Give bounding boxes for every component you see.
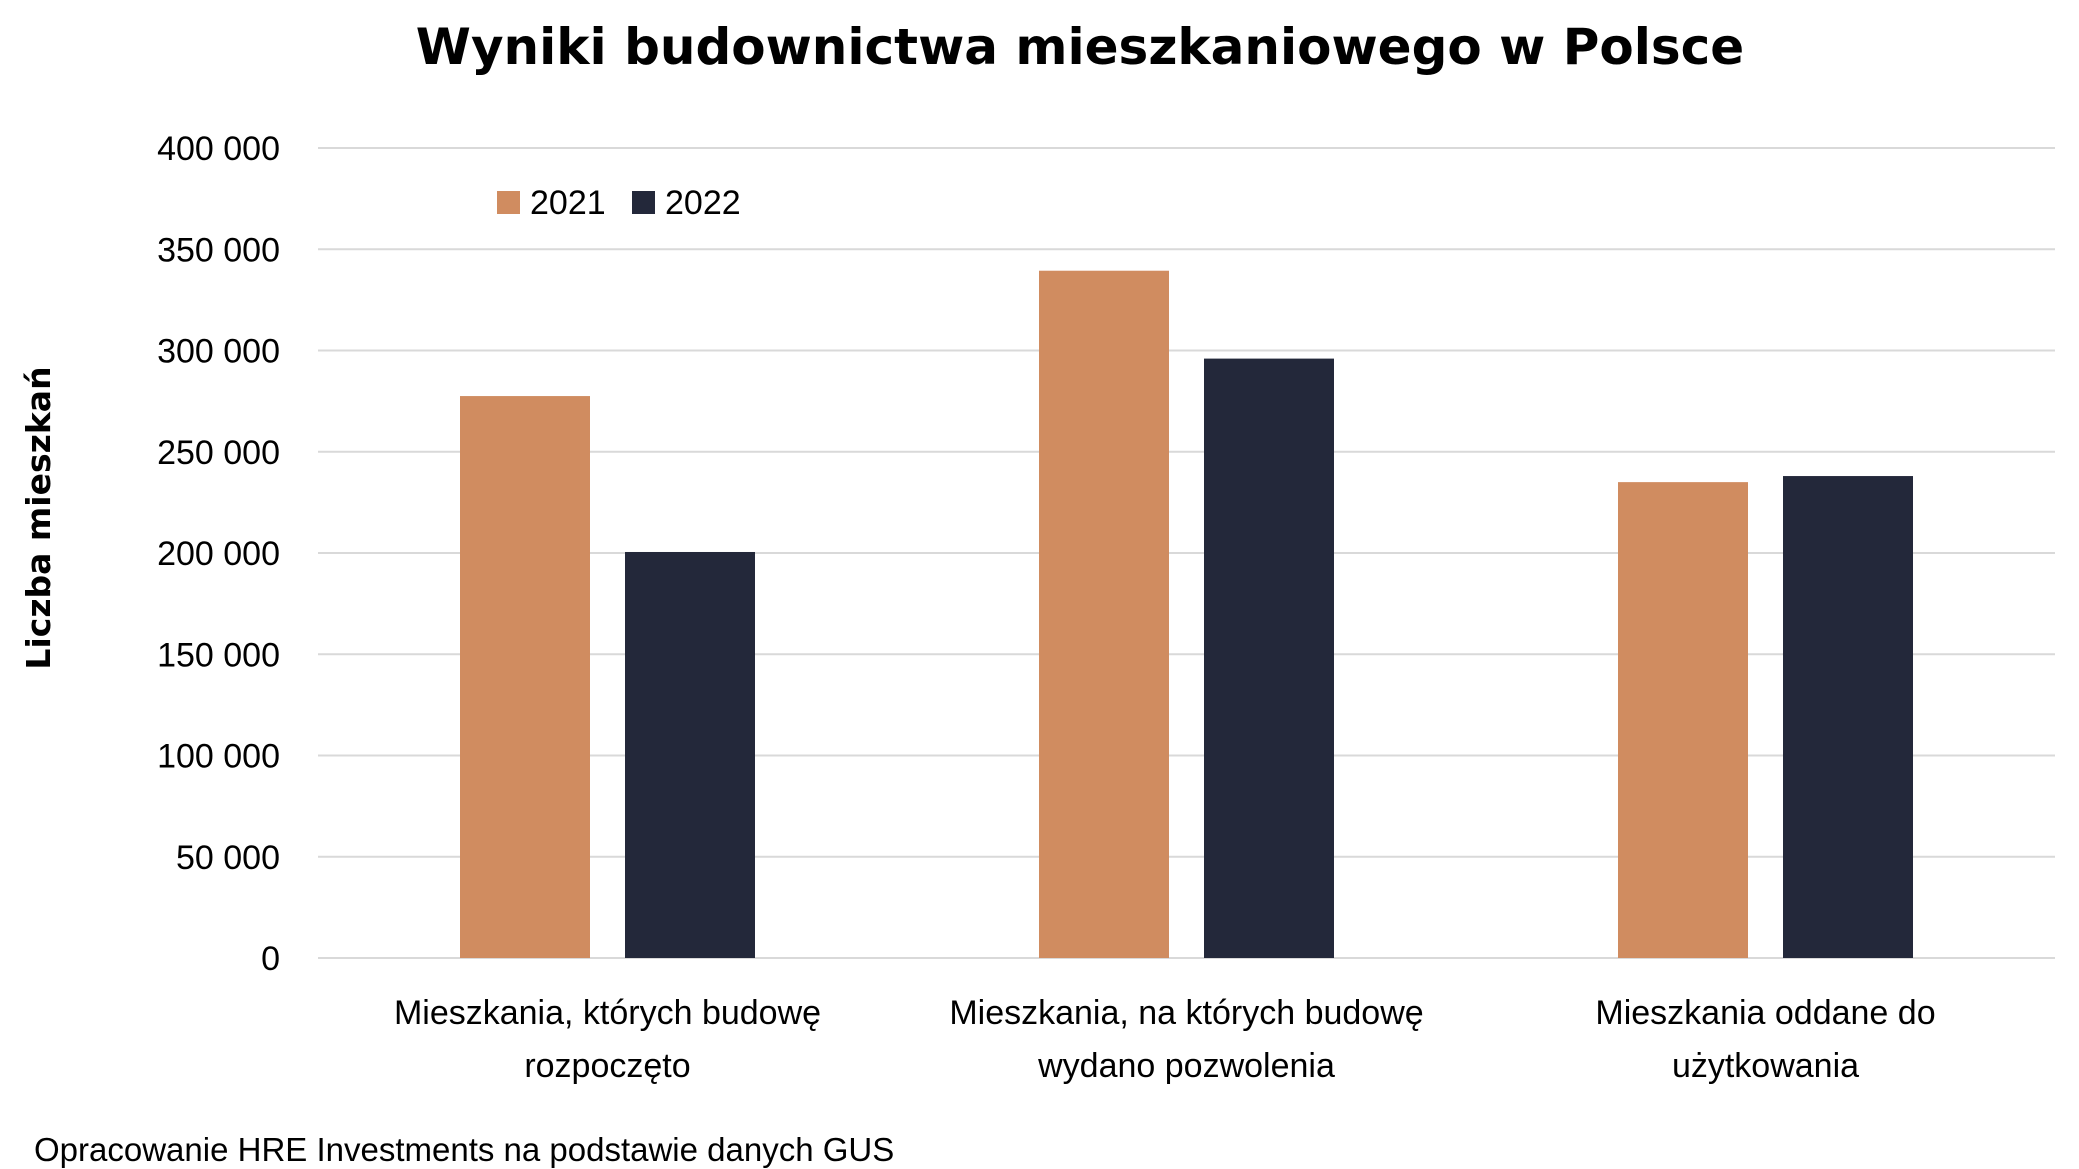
y-tick-label: 400 000 xyxy=(157,130,280,168)
y-tick-label: 50 000 xyxy=(176,839,280,877)
bar-2021-cat-2 xyxy=(1039,270,1169,959)
legend-swatch-2021 xyxy=(497,191,520,214)
source-note: Opracowanie HRE Investments na podstawie… xyxy=(34,1131,894,1168)
legend: 2021 2022 xyxy=(497,184,741,222)
y-tick-label: 100 000 xyxy=(157,738,280,776)
x-axis-categories: Mieszkania, których budowę rozpoczęto Mies… xyxy=(394,994,1936,1085)
x-category-label: Mieszkania oddane do xyxy=(1595,994,1935,1032)
y-axis-label: Liczba mieszkań xyxy=(19,366,58,669)
chart-title: Wyniki budownictwa mieszkaniowego w Pols… xyxy=(416,18,1744,76)
bar-2022-cat-2 xyxy=(1204,358,1334,959)
y-tick-label: 150 000 xyxy=(157,636,280,674)
y-tick-label: 200 000 xyxy=(157,535,280,573)
x-category-label: Mieszkania, których budowę xyxy=(394,994,821,1032)
y-tick-label: 0 xyxy=(261,940,280,978)
x-category-label: wydano pozwolenia xyxy=(1037,1047,1335,1085)
bar-2021-cat-3 xyxy=(1618,482,1748,958)
legend-swatch-2022 xyxy=(632,191,655,214)
x-category-label: Mieszkania, na których budowę xyxy=(949,994,1423,1032)
bars xyxy=(460,270,1913,959)
bar-2021-cat-1 xyxy=(460,396,590,958)
legend-label-2022: 2022 xyxy=(665,184,741,222)
gridlines xyxy=(318,147,2055,959)
x-category-label: użytkowania xyxy=(1672,1047,1859,1085)
y-tick-label: 250 000 xyxy=(157,434,280,472)
legend-label-2021: 2021 xyxy=(530,184,606,222)
y-tick-label: 350 000 xyxy=(157,231,280,269)
bar-2022-cat-3 xyxy=(1783,476,1913,958)
bar-2022-cat-1 xyxy=(625,551,755,958)
x-category-label: rozpoczęto xyxy=(524,1047,690,1085)
y-axis-ticks: 0 50 000 100 000 150 000 200 000 250 000 300 0… xyxy=(157,130,280,978)
y-tick-label: 300 000 xyxy=(157,333,280,371)
